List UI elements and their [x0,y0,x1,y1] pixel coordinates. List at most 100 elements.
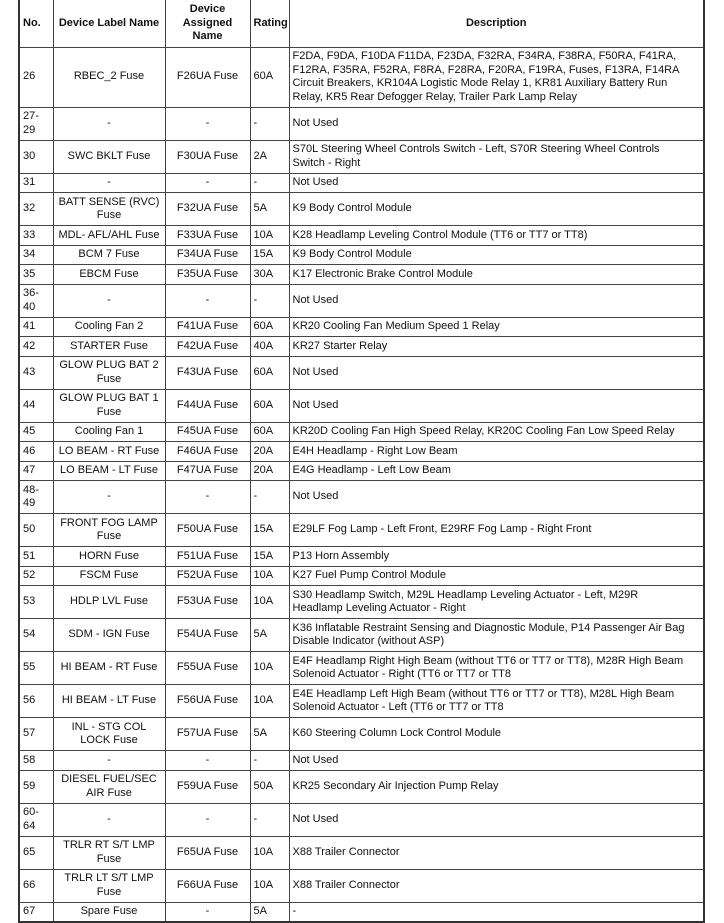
device-label-cell: BATT SENSE (RVC) Fuse [52,192,166,226]
device-label-cell: FSCM Fuse [52,565,166,586]
device-label-cell: MDL- AFL/AHL Fuse [52,225,166,246]
rating-cell: 10A [249,585,290,619]
assigned-name-cell: F43UA Fuse [164,355,251,390]
rating-cell: 20A [249,441,290,462]
table-row: 36-40- - - Not Used [18,283,705,318]
description-cell: KR27 Starter Relay [288,336,705,357]
no-cell: 67 [18,901,54,923]
assigned-name-cell: F30UA Fuse [164,139,251,174]
table-row: 60-64- - - Not Used [18,802,705,837]
table-row: 47 LO BEAM - LT Fuse F47UA Fuse 20A E4G Head… [18,460,705,481]
table-row: 30 SWC BKLT Fuse F30UA Fuse 2A S70L Steering… [18,139,705,174]
assigned-name-cell: F45UA Fuse [164,421,251,442]
description-cell: KR20 Cooling Fan Medium Speed 1 Relay [288,316,705,337]
assigned-name-cell: F41UA Fuse [164,316,251,337]
no-cell: 66 [18,868,54,903]
device-label-cell: SDM - IGN Fuse [52,618,166,652]
device-label-cell: STARTER Fuse [52,336,166,357]
device-label-cell: LO BEAM - LT Fuse [52,460,166,481]
assigned-name-cell: F33UA Fuse [164,225,251,246]
table-row: 27-29- - - Not Used [18,106,705,141]
description-cell: P13 Horn Assembly [288,546,705,567]
header-device-assigned-name: Device Assigned Name [164,0,251,48]
rating-cell: 10A [249,835,290,870]
assigned-name-cell: - [164,283,251,318]
assigned-name-cell: F44UA Fuse [164,388,251,423]
no-cell: 27-29 [18,106,54,141]
no-cell: 57 [18,717,54,751]
description-cell: K9 Body Control Module [288,192,705,226]
device-label-cell: HORN Fuse [52,546,166,567]
table-row: 31- - - Not Used [18,172,705,193]
table-row: 56 HI BEAM - LT Fuse F56UA Fuse 10A E4E Head… [18,684,705,718]
device-label-cell: DIESEL FUEL/SEC AIR Fuse [52,769,166,804]
rating-cell: 10A [249,225,290,246]
rating-cell: 30A [249,264,290,285]
description-cell: KR20D Cooling Fan High Speed Relay, KR20… [288,421,705,442]
header-description: Description [288,0,705,48]
table-row: 52 FSCM Fuse F52UA Fuse 10A K27 Fuel Pump Co… [18,565,705,586]
assigned-name-cell: - [164,480,251,514]
table-row: 51 HORN Fuse F51UA Fuse 15A P13 Horn Assembl… [18,546,705,567]
description-cell: Not Used [288,283,705,318]
device-label-cell: EBCM Fuse [52,264,166,285]
table-row: 26 RBEC_2 Fuse F26UA Fuse 60A F2DA, F9DA, F1… [18,46,705,108]
rating-cell: 60A [249,46,290,108]
device-label-cell: Spare Fuse [52,901,166,923]
device-label-cell: - [52,172,166,193]
assigned-name-cell: F51UA Fuse [164,546,251,567]
table-row: 44 GLOW PLUG BAT 1 Fuse F44UA Fuse 60A Not U… [18,388,705,423]
rating-cell: 5A [249,192,290,226]
assigned-name-cell: F34UA Fuse [164,244,251,265]
rating-cell: 15A [249,546,290,567]
description-cell: E4G Headlamp - Left Low Beam [288,460,705,481]
rating-cell: - [249,172,290,193]
rating-cell: - [249,106,290,141]
device-label-cell: TRLR RT S/T LMP Fuse [52,835,166,870]
rating-cell: 10A [249,868,290,903]
rating-cell: 5A [249,717,290,751]
device-label-cell: - [52,750,166,771]
rating-cell: 50A [249,769,290,804]
table-row: 43 GLOW PLUG BAT 2 Fuse F43UA Fuse 60A Not U… [18,355,705,390]
assigned-name-cell: F46UA Fuse [164,441,251,462]
no-cell: 52 [18,565,54,586]
device-label-cell: Cooling Fan 2 [52,316,166,337]
table-row: 50 FRONT FOG LAMP Fuse F50UA Fuse 15A E29LF … [18,513,705,547]
device-label-cell: - [52,106,166,141]
rating-cell: 10A [249,684,290,718]
device-label-cell: SWC BKLT Fuse [52,139,166,174]
table-row: 57 INL - STG COL LOCK Fuse F57UA Fuse 5A K60… [18,717,705,751]
table-row: 54 SDM - IGN Fuse F54UA Fuse 5A K36 Inflatab… [18,618,705,652]
table-row: 48-49- - - Not Used [18,480,705,514]
no-cell: 35 [18,264,54,285]
description-cell: E4F Headlamp Right High Beam (without TT… [288,651,705,685]
assigned-name-cell: F55UA Fuse [164,651,251,685]
assigned-name-cell: F50UA Fuse [164,513,251,547]
header-device-label-name: Device Label Name [52,0,166,48]
assigned-name-cell: - [164,106,251,141]
device-label-cell: TRLR LT S/T LMP Fuse [52,868,166,903]
header-rating: Rating [249,0,290,48]
rating-cell: 15A [249,513,290,547]
description-cell: Not Used [288,106,705,141]
assigned-name-cell: F47UA Fuse [164,460,251,481]
description-cell: Not Used [288,480,705,514]
description-cell: E29LF Fog Lamp - Left Front, E29RF Fog L… [288,513,705,547]
device-label-cell: HDLP LVL Fuse [52,585,166,619]
assigned-name-cell: F52UA Fuse [164,565,251,586]
description-cell: - [288,901,705,923]
no-cell: 55 [18,651,54,685]
header-no: No. [18,0,54,48]
assigned-name-cell: - [164,172,251,193]
table-row: 66 TRLR LT S/T LMP Fuse F66UA Fuse 10A X88 T… [18,868,705,903]
no-cell: 41 [18,316,54,337]
description-cell: Not Used [288,802,705,837]
rating-cell: 5A [249,901,290,923]
no-cell: 48-49 [18,480,54,514]
no-cell: 59 [18,769,54,804]
table-row: 59 DIESEL FUEL/SEC AIR Fuse F59UA Fuse 50A K… [18,769,705,804]
rating-cell: - [249,750,290,771]
rating-cell: 5A [249,618,290,652]
no-cell: 53 [18,585,54,619]
